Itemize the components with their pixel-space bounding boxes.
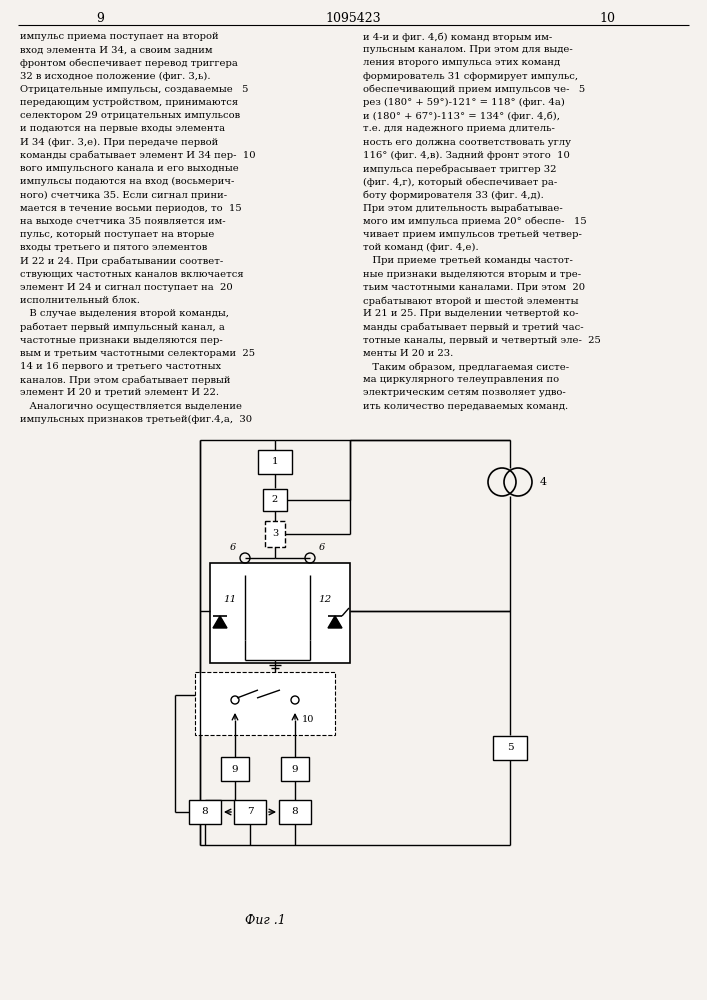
Text: на выходе счетчика 35 появляется им-: на выходе счетчика 35 появляется им-	[20, 217, 226, 226]
Text: При приеме третьей команды частот-: При приеме третьей команды частот-	[363, 256, 573, 265]
Text: тьим частотными каналами. При этом  20: тьим частотными каналами. При этом 20	[363, 283, 585, 292]
Text: 8: 8	[292, 808, 298, 816]
Text: 9: 9	[292, 764, 298, 774]
Text: вого импульсного канала и его выходные: вого импульсного канала и его выходные	[20, 164, 239, 173]
Text: и 4-и и фиг. 4,б) команд вторым им-: и 4-и и фиг. 4,б) команд вторым им-	[363, 32, 552, 41]
Text: селектором 29 отрицательных импульсов: селектором 29 отрицательных импульсов	[20, 111, 240, 120]
Text: и (180° + 67°)-113° = 134° (фиг. 4,б),: и (180° + 67°)-113° = 134° (фиг. 4,б),	[363, 111, 560, 121]
Text: каналов. При этом срабатывает первый: каналов. При этом срабатывает первый	[20, 375, 230, 385]
Text: И 34 (фиг. 3,е). При передаче первой: И 34 (фиг. 3,е). При передаче первой	[20, 138, 218, 147]
Bar	[279, 800, 311, 824]
Text: 2: 2	[272, 495, 278, 504]
Text: вым и третьим частотными селекторами  25: вым и третьим частотными селекторами 25	[20, 349, 255, 358]
Text: мается в течение восьми периодов, то  15: мается в течение восьми периодов, то 15	[20, 204, 242, 213]
Text: 1: 1	[271, 458, 279, 466]
Text: передающим устройством, принимаются: передающим устройством, принимаются	[20, 98, 238, 107]
Text: 4: 4	[540, 477, 547, 487]
Text: элемент И 20 и третий элемент И 22.: элемент И 20 и третий элемент И 22.	[20, 388, 219, 397]
Text: работает первый импульсный канал, а: работает первый импульсный канал, а	[20, 322, 225, 332]
Text: ные признаки выделяются вторым и тре-: ные признаки выделяются вторым и тре-	[363, 270, 581, 279]
Text: частотные признаки выделяются пер-: частотные признаки выделяются пер-	[20, 336, 223, 345]
Text: В случае выделения второй команды,: В случае выделения второй команды,	[20, 309, 229, 318]
Text: фронтом обеспечивает перевод триггера: фронтом обеспечивает перевод триггера	[20, 58, 238, 68]
Text: 10: 10	[599, 11, 615, 24]
Text: (фиг. 4,г), который обеспечивает ра-: (фиг. 4,г), который обеспечивает ра-	[363, 177, 557, 187]
Bar	[258, 450, 292, 474]
Text: пульсным каналом. При этом для выде-: пульсным каналом. При этом для выде-	[363, 45, 573, 54]
Text: формирователь 31 сформирует импульс,: формирователь 31 сформирует импульс,	[363, 72, 578, 81]
Text: 8: 8	[201, 808, 209, 816]
Text: импульсных признаков третьей(фиг.4,а,  30: импульсных признаков третьей(фиг.4,а, 30	[20, 415, 252, 424]
Text: 9: 9	[232, 764, 238, 774]
Text: вход элемента И 34, а своим задним: вход элемента И 34, а своим задним	[20, 45, 213, 54]
Text: Таким образом, предлагаемая систе-: Таким образом, предлагаемая систе-	[363, 362, 569, 371]
Text: Аналогично осуществляется выделение: Аналогично осуществляется выделение	[20, 402, 242, 411]
Text: ного) счетчика 35. Если сигнал прини-: ного) счетчика 35. Если сигнал прини-	[20, 190, 227, 200]
Text: ления второго импульса этих команд: ления второго импульса этих команд	[363, 58, 560, 67]
Text: срабатывают второй и шестой элементы: срабатывают второй и шестой элементы	[363, 296, 578, 306]
Bar	[281, 757, 309, 781]
Text: 1095423: 1095423	[325, 11, 381, 24]
Text: манды срабатывает первый и третий час-: манды срабатывает первый и третий час-	[363, 322, 583, 332]
Text: 14 и 16 первого и третьего частотных: 14 и 16 первого и третьего частотных	[20, 362, 221, 371]
Text: мого им импульса приема 20° обеспе-   15: мого им импульса приема 20° обеспе- 15	[363, 217, 587, 226]
Text: 6: 6	[230, 544, 236, 552]
Text: 32 в исходное положение (фиг. 3,ь).: 32 в исходное положение (фиг. 3,ь).	[20, 72, 211, 81]
Bar	[265, 521, 285, 547]
Text: пульс, который поступает на вторые: пульс, который поступает на вторые	[20, 230, 214, 239]
Text: Фиг .1: Фиг .1	[245, 914, 286, 926]
Bar	[263, 489, 287, 511]
Text: ма циркулярного телеуправления по: ма циркулярного телеуправления по	[363, 375, 559, 384]
Text: 5: 5	[507, 744, 513, 752]
Text: менты И 20 и 23.: менты И 20 и 23.	[363, 349, 453, 358]
Text: и подаются на первые входы элемента: и подаются на первые входы элемента	[20, 124, 225, 133]
Text: 10: 10	[302, 716, 315, 724]
Text: И 21 и 25. При выделении четвертой ко-: И 21 и 25. При выделении четвертой ко-	[363, 309, 578, 318]
Bar	[221, 757, 249, 781]
Bar	[234, 800, 266, 824]
Text: 7: 7	[247, 808, 253, 816]
Text: чивает прием импульсов третьей четвер-: чивает прием импульсов третьей четвер-	[363, 230, 582, 239]
Polygon shape	[328, 616, 342, 628]
Text: ность его должна соответствовать углу: ность его должна соответствовать углу	[363, 138, 571, 147]
Bar	[210, 563, 350, 663]
Text: И 22 и 24. При срабатывании соответ-: И 22 и 24. При срабатывании соответ-	[20, 256, 223, 266]
Text: импульсы подаются на вход (восьмерич-: импульсы подаются на вход (восьмерич-	[20, 177, 235, 186]
Polygon shape	[213, 616, 227, 628]
Text: При этом длительность вырабатывае-: При этом длительность вырабатывае-	[363, 204, 563, 213]
Text: исполнительный блок.: исполнительный блок.	[20, 296, 140, 305]
Text: входы третьего и пятого элементов: входы третьего и пятого элементов	[20, 243, 207, 252]
Text: импульса перебрасывает триггер 32: импульса перебрасывает триггер 32	[363, 164, 556, 174]
Text: той команд (фиг. 4,е).: той команд (фиг. 4,е).	[363, 243, 479, 252]
Text: элемент И 24 и сигнал поступает на  20: элемент И 24 и сигнал поступает на 20	[20, 283, 233, 292]
Text: тотные каналы, первый и четвертый эле-  25: тотные каналы, первый и четвертый эле- 2…	[363, 336, 601, 345]
Text: импульс приема поступает на второй: импульс приема поступает на второй	[20, 32, 218, 41]
Bar	[189, 800, 221, 824]
Text: 3: 3	[272, 530, 278, 538]
Text: электрическим сетям позволяет удво-: электрическим сетям позволяет удво-	[363, 388, 566, 397]
Text: рез (180° + 59°)-121° = 118° (фиг. 4а): рез (180° + 59°)-121° = 118° (фиг. 4а)	[363, 98, 565, 107]
Text: боту формирователя 33 (фиг. 4,д).: боту формирователя 33 (фиг. 4,д).	[363, 190, 544, 200]
Text: 12: 12	[318, 595, 332, 604]
Text: Отрицательные импульсы, создаваемые   5: Отрицательные импульсы, создаваемые 5	[20, 85, 248, 94]
Bar	[195, 672, 335, 735]
Text: ствующих частотных каналов включается: ствующих частотных каналов включается	[20, 270, 244, 279]
Text: 6: 6	[319, 544, 325, 552]
Text: команды срабатывает элемент И 34 пер-  10: команды срабатывает элемент И 34 пер- 10	[20, 151, 256, 160]
Text: ить количество передаваемых команд.: ить количество передаваемых команд.	[363, 402, 568, 411]
Text: т.е. для надежного приема длитель-: т.е. для надежного приема длитель-	[363, 124, 555, 133]
Text: 116° (фиг. 4,в). Задний фронт этого  10: 116° (фиг. 4,в). Задний фронт этого 10	[363, 151, 570, 160]
Bar	[493, 736, 527, 760]
Text: 9: 9	[96, 11, 104, 24]
Text: 11: 11	[223, 595, 237, 604]
Text: обеспечивающий прием импульсов че-   5: обеспечивающий прием импульсов че- 5	[363, 85, 585, 94]
